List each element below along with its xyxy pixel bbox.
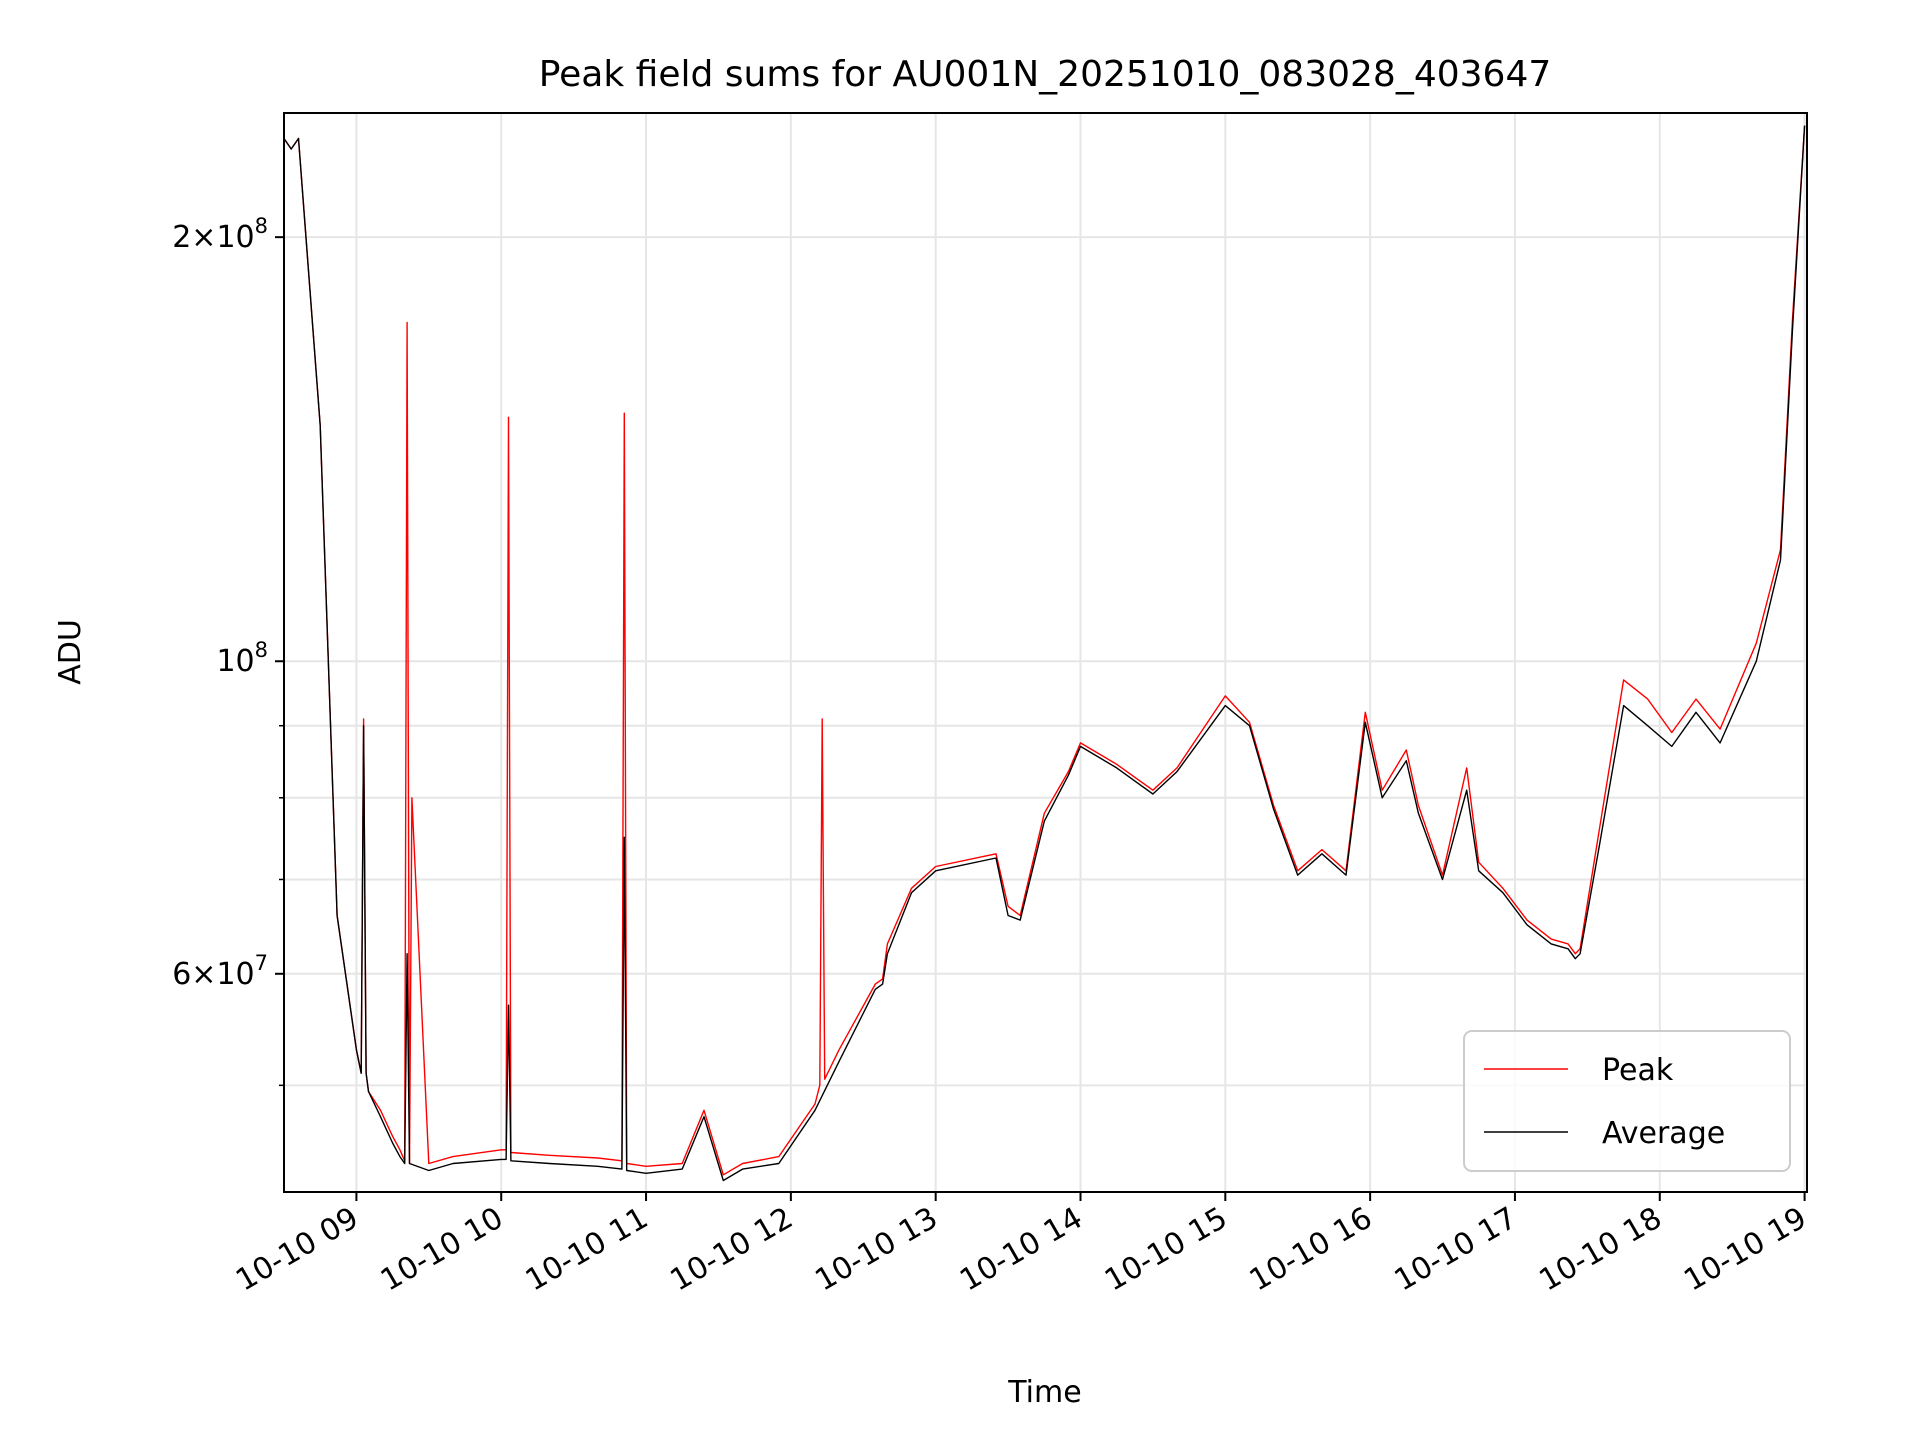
series-line-peak [284, 125, 1806, 1176]
plot-frame [283, 112, 1808, 1193]
y-tick-label: 108 [216, 638, 268, 679]
grid-lines [284, 113, 1807, 1192]
y-tick-label: 6×107 [172, 951, 268, 992]
legend-peak-label: Peak [1602, 1053, 1674, 1088]
legend-box [1463, 1030, 1791, 1172]
y-tick-label: 2×108 [172, 214, 268, 255]
tick-marks [275, 236, 1806, 1201]
series-line-average [284, 125, 1806, 1182]
x-axis-label: Time [1007, 1375, 1081, 1410]
series-group [284, 125, 1806, 1182]
chart-title: Peak field sums for AU001N_20251010_0830… [539, 54, 1552, 95]
legend-average-label: Average [1602, 1116, 1725, 1151]
legend: Peak Average [1463, 1030, 1791, 1172]
y-axis-label: ADU [53, 619, 88, 685]
